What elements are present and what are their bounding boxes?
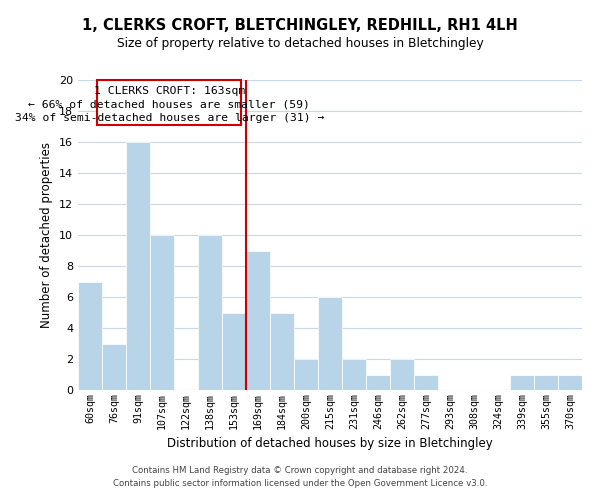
Bar — [150, 235, 174, 390]
Bar — [342, 359, 366, 390]
FancyBboxPatch shape — [97, 80, 241, 125]
Y-axis label: Number of detached properties: Number of detached properties — [40, 142, 53, 328]
Text: 1 CLERKS CROFT: 163sqm: 1 CLERKS CROFT: 163sqm — [94, 86, 245, 96]
Bar — [198, 235, 222, 390]
Bar — [222, 312, 246, 390]
Text: 1, CLERKS CROFT, BLETCHINGLEY, REDHILL, RH1 4LH: 1, CLERKS CROFT, BLETCHINGLEY, REDHILL, … — [82, 18, 518, 32]
Bar — [366, 374, 390, 390]
Bar — [318, 297, 342, 390]
Text: Size of property relative to detached houses in Bletchingley: Size of property relative to detached ho… — [116, 38, 484, 51]
Bar — [246, 250, 270, 390]
X-axis label: Distribution of detached houses by size in Bletchingley: Distribution of detached houses by size … — [167, 437, 493, 450]
Bar — [534, 374, 558, 390]
Bar — [558, 374, 582, 390]
Bar — [102, 344, 126, 390]
Bar — [294, 359, 318, 390]
Bar — [414, 374, 438, 390]
Bar — [270, 312, 294, 390]
Bar — [510, 374, 534, 390]
Bar — [390, 359, 414, 390]
Text: ← 66% of detached houses are smaller (59): ← 66% of detached houses are smaller (59… — [28, 100, 310, 110]
Text: 34% of semi-detached houses are larger (31) →: 34% of semi-detached houses are larger (… — [14, 112, 324, 122]
Bar — [78, 282, 102, 390]
Text: Contains HM Land Registry data © Crown copyright and database right 2024.
Contai: Contains HM Land Registry data © Crown c… — [113, 466, 487, 487]
Bar — [126, 142, 150, 390]
